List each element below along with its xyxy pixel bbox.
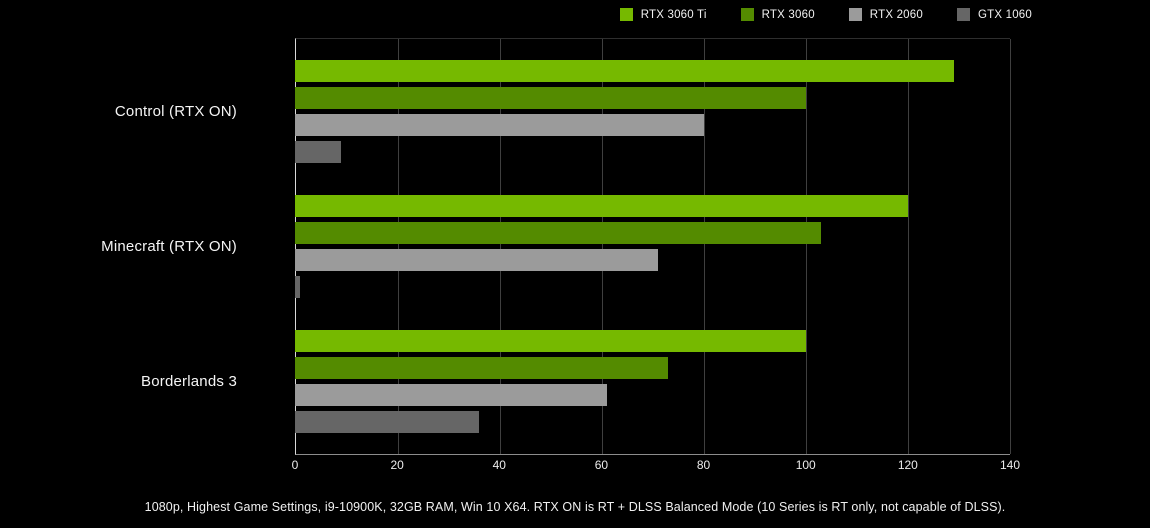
gridline — [704, 39, 705, 454]
gridline — [602, 39, 603, 454]
legend-label: GTX 1060 — [977, 8, 1032, 21]
x-tick-label: 0 — [291, 458, 299, 472]
plot-area: Control (RTX ON) Minecraft (RTX ON) Border… — [0, 38, 1150, 455]
x-tick-label: 60 — [594, 458, 609, 472]
bar — [295, 141, 341, 163]
grid-overlay — [295, 38, 1011, 455]
legend-item: RTX 3060 Ti — [619, 8, 707, 21]
legend-label: RTX 3060 — [761, 8, 815, 21]
legend-swatch-icon — [956, 8, 970, 21]
category-label: Borderlands 3 — [141, 373, 237, 390]
legend-label: RTX 2060 — [869, 8, 923, 21]
bar — [295, 60, 954, 82]
x-tick-label: 80 — [696, 458, 711, 472]
legend: RTX 3060 Ti RTX 3060 RTX 2060 GTX 1060 — [619, 8, 1032, 21]
x-tick-label: 120 — [897, 458, 918, 472]
bar — [295, 114, 704, 136]
bar — [295, 222, 822, 244]
gridline — [398, 39, 399, 454]
gridline — [1010, 39, 1011, 454]
bar — [295, 357, 668, 379]
x-tick-label: 100 — [795, 458, 816, 472]
x-tick-label: 140 — [999, 458, 1021, 472]
legend-item: GTX 1060 — [956, 8, 1032, 21]
category-label: Minecraft (RTX ON) — [101, 238, 237, 255]
x-tick-label: 40 — [492, 458, 506, 472]
legend-swatch-icon — [619, 8, 633, 21]
chart-row: Control (RTX ON) — [0, 60, 1150, 163]
bar — [295, 87, 806, 109]
legend-swatch-icon — [848, 8, 862, 21]
gridline — [806, 39, 807, 454]
bar — [295, 195, 908, 217]
bar-group — [295, 60, 1010, 163]
legend-swatch-icon — [740, 8, 754, 21]
category-label: Control (RTX ON) — [114, 103, 237, 120]
gridline — [908, 39, 909, 454]
bar — [295, 330, 806, 352]
x-axis-ticks: 0 20 40 60 80 100 120 140 — [291, 458, 1020, 474]
legend-item: RTX 3060 — [740, 8, 815, 21]
x-tick-label: 20 — [390, 458, 404, 472]
chart-rows: Control (RTX ON) Minecraft (RTX ON) Border… — [0, 38, 1150, 455]
bar-group — [295, 330, 1010, 433]
bar — [295, 249, 658, 271]
legend-item: RTX 2060 — [848, 8, 923, 21]
bar-group — [295, 195, 1010, 298]
bar — [295, 411, 479, 433]
chart-caption: 1080p, Highest Game Settings, i9-10900K,… — [144, 500, 1006, 514]
chart-row: Borderlands 3 — [0, 330, 1150, 433]
legend-label: RTX 3060 Ti — [640, 8, 707, 21]
bar — [295, 384, 607, 406]
chart-row: Minecraft (RTX ON) — [0, 195, 1150, 298]
gridline — [500, 39, 501, 454]
bar — [295, 276, 301, 298]
